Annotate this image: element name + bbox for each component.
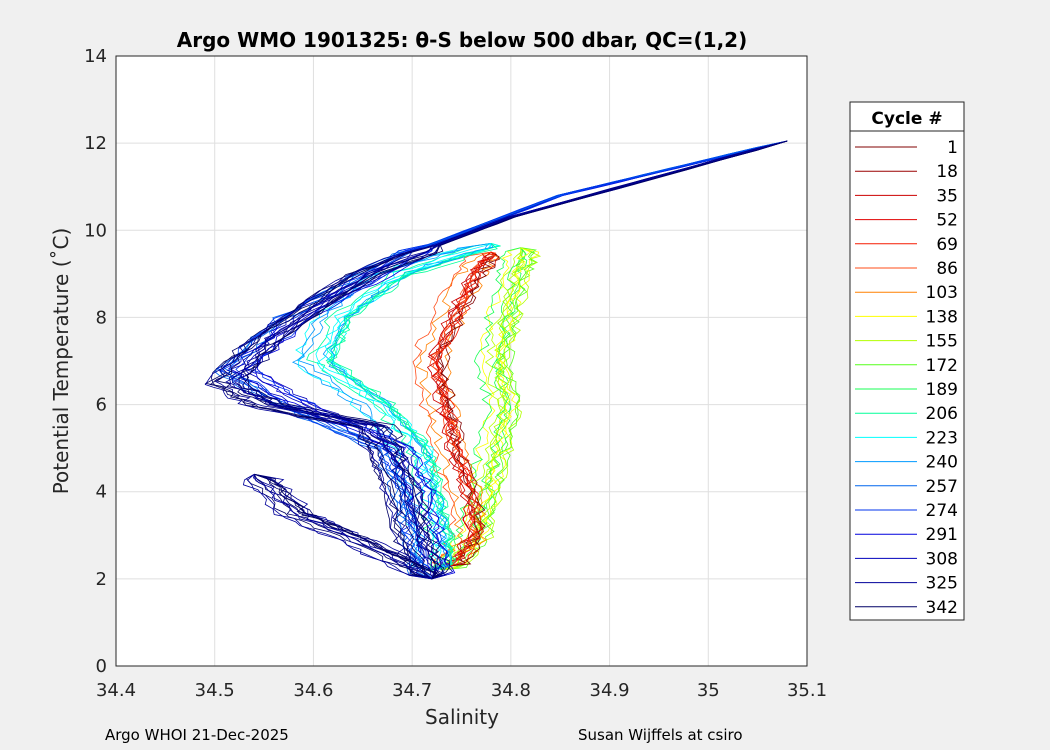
legend-entry: 86 xyxy=(855,259,958,279)
profile-line-dark-blue-low xyxy=(253,474,433,580)
x-tick-label: 34.8 xyxy=(491,680,531,701)
profile-line-red-orange xyxy=(440,251,500,567)
y-tick-label: 12 xyxy=(84,133,107,154)
profile-line-dark-blue-low xyxy=(253,474,433,580)
legend-entry: 274 xyxy=(855,501,958,521)
profile-line-cyan xyxy=(328,243,494,571)
legend: Cycle # 1 18 35 52 69 86 103 138 155 172 189 206 223… xyxy=(849,101,965,621)
profile-line-dark-blue xyxy=(242,140,788,580)
legend-entry: 155 xyxy=(855,332,958,352)
profile-line-red-orange xyxy=(415,251,492,567)
legend-entry: 223 xyxy=(855,428,958,448)
x-tick-label: 34.7 xyxy=(392,680,432,701)
profile-line-yellow-green xyxy=(441,247,531,571)
legend-entry: 308 xyxy=(855,549,958,569)
legend-label: 291 xyxy=(926,525,958,545)
profile-line-blue xyxy=(245,140,788,580)
legend-entry: 138 xyxy=(855,307,958,327)
footer-right: Susan Wijffels at csiro xyxy=(578,726,743,744)
profile-line-red-orange xyxy=(428,251,492,566)
profile-line-red-orange xyxy=(444,251,501,567)
legend-entry: 206 xyxy=(855,404,958,424)
legend-entry: 69 xyxy=(855,235,958,255)
profile-line-dark-blue-low xyxy=(242,473,432,580)
y-tick-label: 14 xyxy=(84,46,107,67)
profile-line-dark-blue xyxy=(204,140,788,580)
legend-entry: 103 xyxy=(855,283,958,303)
legend-label: 240 xyxy=(926,453,958,473)
legend-label: 138 xyxy=(926,307,958,327)
legend-entry: 35 xyxy=(855,186,958,206)
y-axis-label: Potential Temperature (˚C) xyxy=(49,228,73,495)
plot-area xyxy=(116,56,807,666)
x-tick-label: 34.6 xyxy=(293,680,333,701)
legend-entry: 189 xyxy=(855,380,958,400)
x-tick-label: 34.5 xyxy=(195,680,235,701)
profile-line-yellow-green xyxy=(441,247,537,571)
profile-line-dark-blue-low xyxy=(254,473,444,580)
legend-label: 223 xyxy=(926,428,958,448)
y-tick-label: 0 xyxy=(96,656,107,677)
profile-line-blue xyxy=(243,140,788,579)
legend-label: 308 xyxy=(926,549,958,569)
x-axis-label: Salinity xyxy=(425,705,499,729)
profile-line-yellow-green xyxy=(441,247,522,571)
legend-label: 155 xyxy=(926,332,958,352)
legend-label: 206 xyxy=(926,404,958,424)
legend-entry: 52 xyxy=(855,211,958,231)
profile-lines xyxy=(204,140,788,580)
legend-entry: 257 xyxy=(855,477,958,497)
y-tick-label: 6 xyxy=(96,395,107,416)
axes-box xyxy=(115,55,808,667)
profile-line-red-orange xyxy=(433,251,496,567)
tick-labels: 34.4 34.5 34.6 34.7 34.8 34.9 35 35.1 0 2 4 6 8 10 12 1… xyxy=(84,46,827,701)
legend-label: 18 xyxy=(936,162,958,182)
legend-label: 274 xyxy=(926,501,958,521)
legend-entry: 325 xyxy=(855,574,958,594)
profile-line-yellow-green xyxy=(441,247,542,571)
legend-label: 189 xyxy=(926,380,958,400)
legend-entry: 1 xyxy=(855,138,958,158)
profile-line-cyan xyxy=(326,243,500,571)
y-tick-label: 4 xyxy=(96,482,107,503)
legend-entry: 342 xyxy=(855,598,958,618)
x-tick-label: 35.1 xyxy=(787,680,827,701)
legend-entry: 18 xyxy=(855,162,958,182)
legend-label: 103 xyxy=(926,283,958,303)
legend-label: 257 xyxy=(926,477,958,497)
y-tick-label: 10 xyxy=(84,220,107,241)
profile-line-red-orange xyxy=(412,251,492,567)
profile-line-dark-blue xyxy=(246,140,788,580)
legend-entry: 172 xyxy=(855,356,958,376)
legend-label: 52 xyxy=(936,211,958,231)
legend-entry: 240 xyxy=(855,453,958,473)
profile-line-yellow-green xyxy=(432,247,521,571)
footer-left: Argo WHOI 21-Dec-2025 xyxy=(105,726,289,744)
legend-label: 35 xyxy=(936,186,958,206)
legend-label: 86 xyxy=(936,259,958,279)
chart-title: Argo WMO 1901325: θ-S below 500 dbar, QC… xyxy=(177,28,747,52)
y-tick-label: 2 xyxy=(96,569,107,590)
legend-label: 1 xyxy=(947,138,958,158)
profile-line-cyan xyxy=(328,243,492,571)
x-tick-label: 34.9 xyxy=(590,680,630,701)
legend-label: 325 xyxy=(926,574,958,594)
profile-line-dark-blue-low xyxy=(254,473,439,580)
x-tick-label: 34.4 xyxy=(96,680,136,701)
legend-title: Cycle # xyxy=(871,109,942,129)
profile-line-dark-blue xyxy=(225,140,788,580)
profile-line-dark-blue-low xyxy=(246,473,432,580)
legend-label: 172 xyxy=(926,356,958,376)
legend-label: 342 xyxy=(926,598,958,618)
legend-label: 69 xyxy=(936,235,958,255)
x-tick-label: 35 xyxy=(697,680,720,701)
profile-line-dark-blue-low xyxy=(254,473,438,580)
y-tick-label: 8 xyxy=(96,307,107,328)
legend-entry: 291 xyxy=(855,525,958,545)
profile-line-cyan xyxy=(326,243,498,571)
